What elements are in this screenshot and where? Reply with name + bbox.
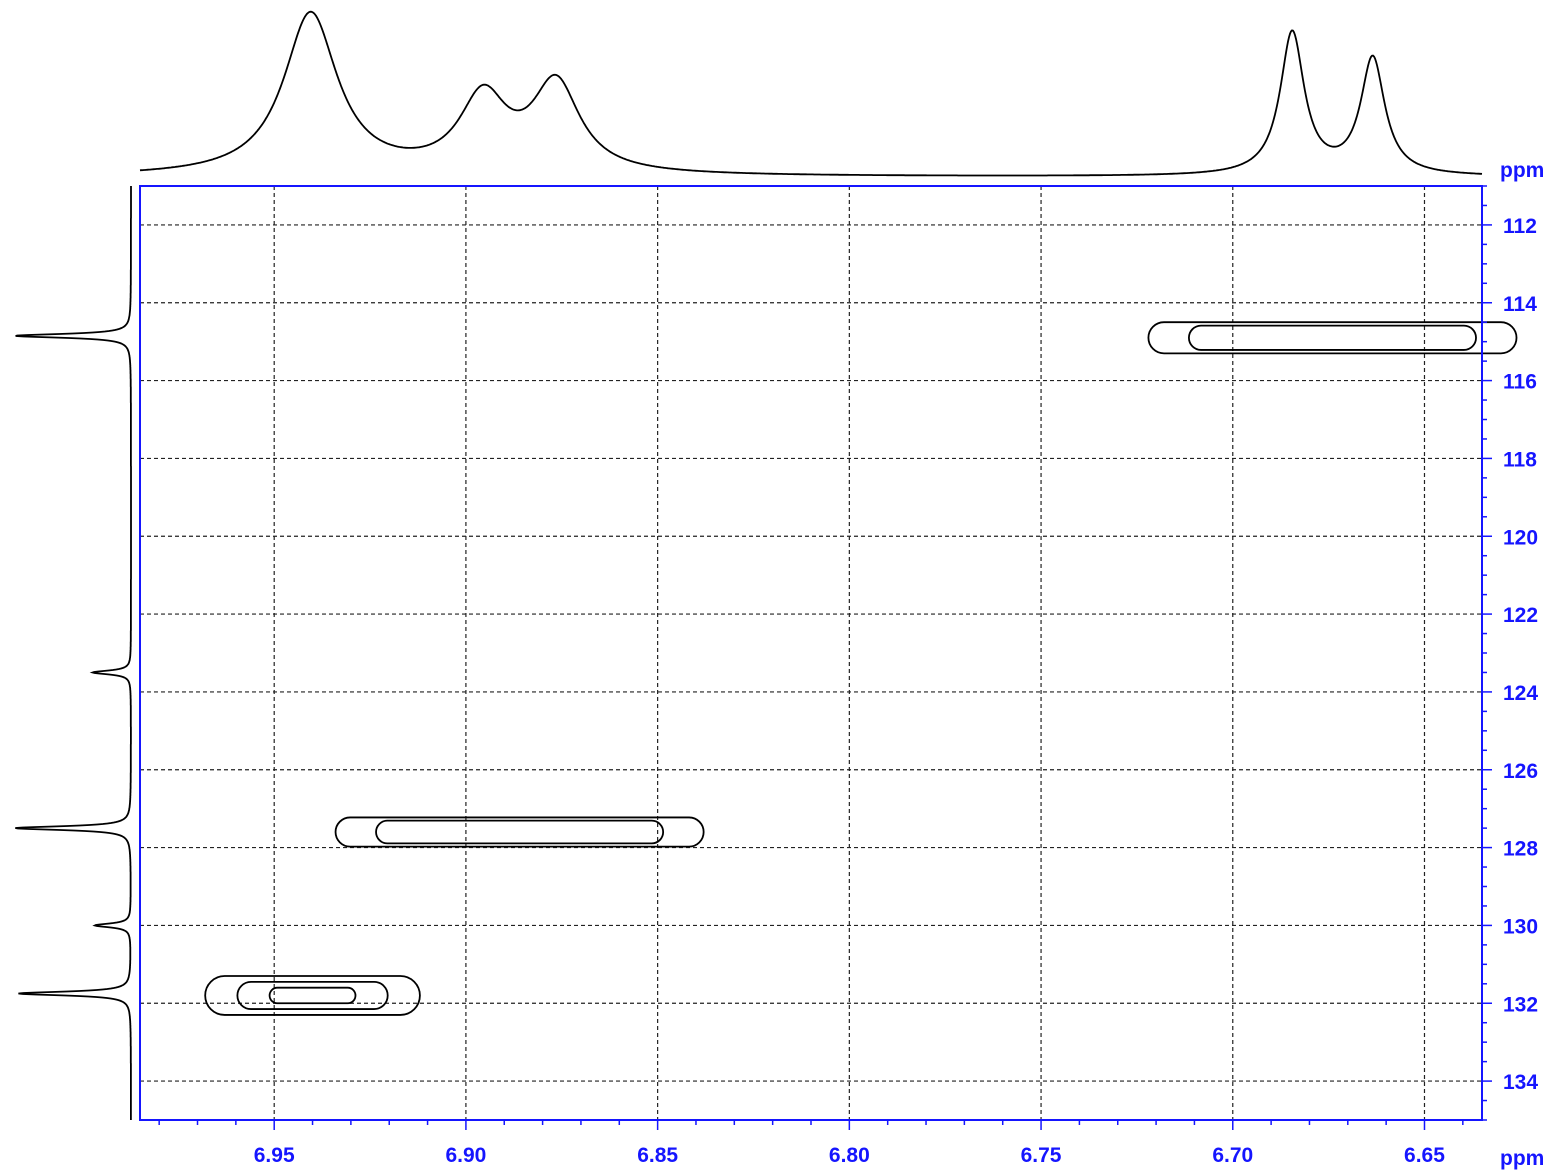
contour-level bbox=[375, 819, 665, 845]
y-axis-tick-label: 126 bbox=[1503, 760, 1538, 783]
x-axis-tick-label: 6.80 bbox=[829, 1144, 870, 1167]
y-axis-tick-label: 122 bbox=[1503, 604, 1538, 627]
x-axis-tick-label: 6.90 bbox=[445, 1144, 486, 1167]
y-axis-tick-label: 132 bbox=[1503, 993, 1538, 1016]
grid-lines bbox=[140, 186, 1482, 1120]
x-axis-tick-label: 6.85 bbox=[637, 1144, 678, 1167]
contour-level bbox=[204, 975, 421, 1016]
cross-peak-contours bbox=[204, 321, 1518, 1016]
y-axis-tick-label: 130 bbox=[1503, 915, 1538, 938]
contour-level bbox=[1188, 324, 1477, 351]
contour-level bbox=[236, 980, 389, 1010]
cross-peak bbox=[204, 975, 421, 1016]
y-axis-tick-label: 118 bbox=[1503, 448, 1537, 471]
x-axis: 6.95 6.90 6.85 6.80 6.75 6.70 6.65 bbox=[158, 1120, 1464, 1167]
x-axis-tick-label: 6.70 bbox=[1212, 1144, 1253, 1167]
contour-level bbox=[1147, 321, 1518, 355]
y-axis-tick-label: 124 bbox=[1503, 682, 1538, 705]
y-axis-tick-label: 112 bbox=[1503, 215, 1537, 238]
y-axis-tick-label: 128 bbox=[1503, 838, 1538, 861]
y-axis-tick-label: 134 bbox=[1503, 1071, 1538, 1094]
y-axis-unit-label: ppm bbox=[1500, 159, 1544, 182]
contour-level bbox=[268, 986, 357, 1005]
cross-peak bbox=[334, 816, 705, 848]
y-axis-tick-label: 116 bbox=[1503, 371, 1537, 394]
cross-peak bbox=[1147, 321, 1518, 355]
y-axis-tick-label: 120 bbox=[1503, 526, 1538, 549]
top-projection-1h-spectrum bbox=[139, 10, 1483, 177]
x-axis-tick-label: 6.75 bbox=[1021, 1144, 1062, 1167]
x-axis-tick-label: 6.95 bbox=[254, 1144, 295, 1167]
y-axis: 112 114 116 118 120 122 124 126 128 130 132 134 bbox=[1482, 185, 1538, 1121]
y-axis-tick-label: 114 bbox=[1503, 293, 1537, 316]
x-axis-tick-label: 6.65 bbox=[1404, 1144, 1445, 1167]
x-axis-unit-label: ppm bbox=[1500, 1147, 1544, 1170]
left-projection-13c-spectrum bbox=[15, 186, 132, 1120]
contour-level bbox=[334, 816, 705, 848]
